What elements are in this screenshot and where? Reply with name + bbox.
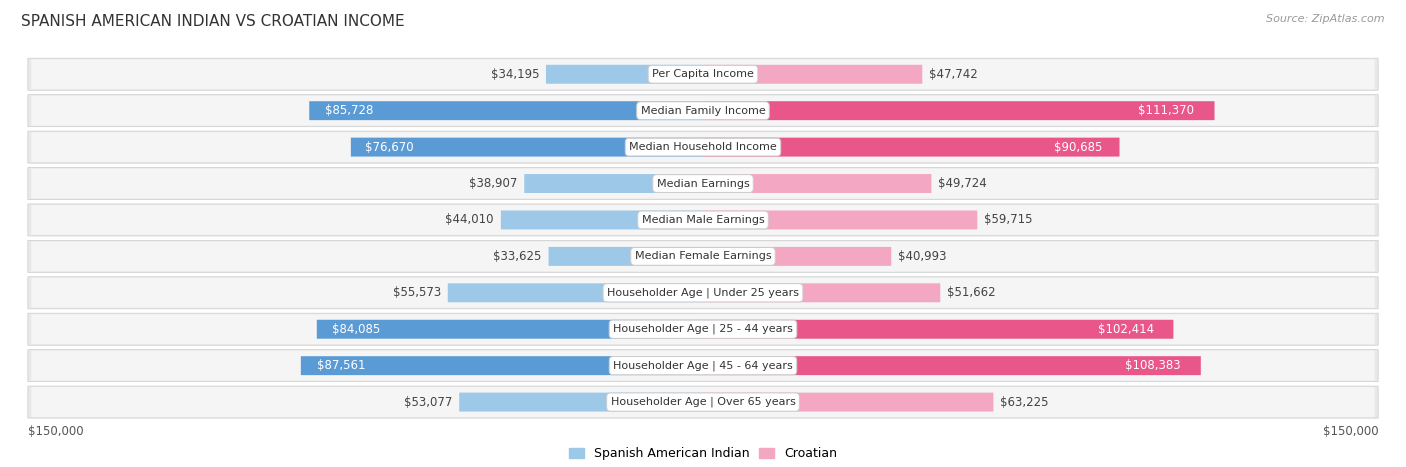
FancyBboxPatch shape	[28, 168, 1378, 199]
Text: $76,670: $76,670	[366, 141, 413, 154]
FancyBboxPatch shape	[31, 351, 1375, 381]
Text: $51,662: $51,662	[948, 286, 995, 299]
FancyBboxPatch shape	[703, 65, 922, 84]
FancyBboxPatch shape	[703, 283, 941, 302]
Text: Median Household Income: Median Household Income	[628, 142, 778, 152]
FancyBboxPatch shape	[548, 247, 703, 266]
FancyBboxPatch shape	[28, 350, 1378, 382]
Text: $34,195: $34,195	[491, 68, 538, 81]
FancyBboxPatch shape	[703, 138, 1119, 156]
FancyBboxPatch shape	[28, 204, 1378, 236]
Text: $49,724: $49,724	[938, 177, 987, 190]
Text: $55,573: $55,573	[392, 286, 441, 299]
FancyBboxPatch shape	[524, 174, 703, 193]
Text: $111,370: $111,370	[1137, 104, 1194, 117]
FancyBboxPatch shape	[28, 131, 1378, 163]
Text: $87,561: $87,561	[316, 359, 366, 372]
Text: $84,085: $84,085	[332, 323, 381, 336]
Text: Householder Age | Over 65 years: Householder Age | Over 65 years	[610, 397, 796, 407]
FancyBboxPatch shape	[31, 132, 1375, 162]
FancyBboxPatch shape	[703, 101, 1215, 120]
FancyBboxPatch shape	[31, 387, 1375, 417]
Text: $59,715: $59,715	[984, 213, 1032, 226]
FancyBboxPatch shape	[316, 320, 703, 339]
Text: $150,000: $150,000	[1323, 425, 1378, 438]
FancyBboxPatch shape	[703, 211, 977, 229]
Text: $33,625: $33,625	[494, 250, 541, 263]
FancyBboxPatch shape	[546, 65, 703, 84]
Text: $40,993: $40,993	[898, 250, 946, 263]
FancyBboxPatch shape	[447, 283, 703, 302]
FancyBboxPatch shape	[31, 278, 1375, 308]
Text: $108,383: $108,383	[1125, 359, 1181, 372]
FancyBboxPatch shape	[703, 247, 891, 266]
Legend: Spanish American Indian, Croatian: Spanish American Indian, Croatian	[564, 442, 842, 465]
FancyBboxPatch shape	[31, 241, 1375, 271]
FancyBboxPatch shape	[31, 59, 1375, 89]
FancyBboxPatch shape	[28, 95, 1378, 127]
Text: $90,685: $90,685	[1054, 141, 1102, 154]
Text: Householder Age | Under 25 years: Householder Age | Under 25 years	[607, 288, 799, 298]
FancyBboxPatch shape	[352, 138, 703, 156]
Text: $38,907: $38,907	[470, 177, 517, 190]
Text: SPANISH AMERICAN INDIAN VS CROATIAN INCOME: SPANISH AMERICAN INDIAN VS CROATIAN INCO…	[21, 14, 405, 29]
Text: Householder Age | 25 - 44 years: Householder Age | 25 - 44 years	[613, 324, 793, 334]
Text: $63,225: $63,225	[1000, 396, 1049, 409]
FancyBboxPatch shape	[31, 205, 1375, 235]
FancyBboxPatch shape	[31, 169, 1375, 198]
Text: Householder Age | 45 - 64 years: Householder Age | 45 - 64 years	[613, 361, 793, 371]
FancyBboxPatch shape	[28, 241, 1378, 272]
Text: Per Capita Income: Per Capita Income	[652, 69, 754, 79]
FancyBboxPatch shape	[301, 356, 703, 375]
FancyBboxPatch shape	[31, 314, 1375, 344]
FancyBboxPatch shape	[703, 356, 1201, 375]
Text: $85,728: $85,728	[325, 104, 374, 117]
Text: Median Family Income: Median Family Income	[641, 106, 765, 116]
Text: Source: ZipAtlas.com: Source: ZipAtlas.com	[1267, 14, 1385, 24]
FancyBboxPatch shape	[703, 174, 931, 193]
Text: $47,742: $47,742	[929, 68, 979, 81]
FancyBboxPatch shape	[28, 277, 1378, 309]
Text: $44,010: $44,010	[446, 213, 494, 226]
Text: Median Male Earnings: Median Male Earnings	[641, 215, 765, 225]
FancyBboxPatch shape	[28, 58, 1378, 90]
Text: $102,414: $102,414	[1098, 323, 1154, 336]
FancyBboxPatch shape	[31, 96, 1375, 126]
Text: Median Earnings: Median Earnings	[657, 178, 749, 189]
Text: $150,000: $150,000	[28, 425, 83, 438]
Text: Median Female Earnings: Median Female Earnings	[634, 251, 772, 262]
FancyBboxPatch shape	[28, 313, 1378, 345]
FancyBboxPatch shape	[501, 211, 703, 229]
FancyBboxPatch shape	[460, 393, 703, 411]
FancyBboxPatch shape	[309, 101, 703, 120]
FancyBboxPatch shape	[703, 320, 1174, 339]
FancyBboxPatch shape	[28, 386, 1378, 418]
FancyBboxPatch shape	[703, 393, 994, 411]
Text: $53,077: $53,077	[404, 396, 453, 409]
